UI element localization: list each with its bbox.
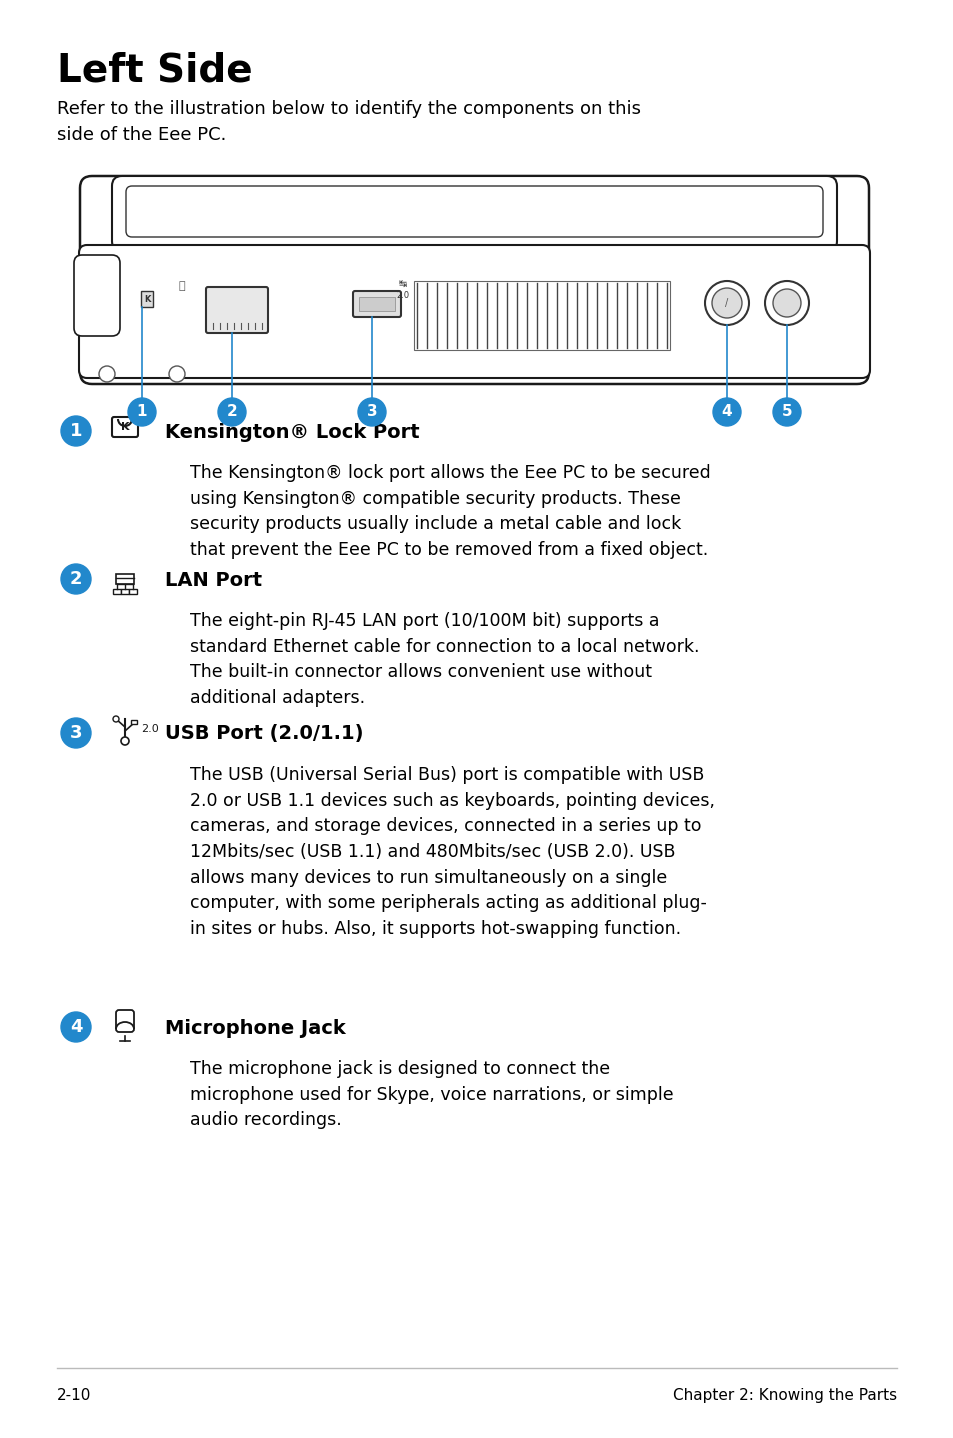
Circle shape [61,718,91,748]
Text: 2: 2 [70,569,82,588]
Circle shape [61,564,91,594]
Bar [116,574,133,584]
Bar [121,590,129,594]
Circle shape [61,1012,91,1043]
Text: LAN Port: LAN Port [165,571,262,590]
Circle shape [112,716,119,722]
Text: Left Side: Left Side [57,52,253,91]
Circle shape [704,280,748,325]
Circle shape [61,416,91,446]
Text: 5: 5 [781,404,792,420]
Circle shape [169,367,185,383]
Text: 3: 3 [70,723,82,742]
Text: 2-10: 2-10 [57,1388,91,1403]
Text: 2: 2 [227,404,237,420]
Text: The Kensington® lock port allows the Eee PC to be secured
using Kensington® comp: The Kensington® lock port allows the Eee… [190,464,710,559]
Text: Refer to the illustration below to identify the components on this
side of the E: Refer to the illustration below to ident… [57,101,640,144]
Text: 品: 品 [178,280,185,290]
Text: Kensington® Lock Port: Kensington® Lock Port [165,423,419,441]
Text: 2.0: 2.0 [396,290,409,299]
Circle shape [711,288,741,318]
Text: /: / [724,298,728,308]
FancyBboxPatch shape [353,290,400,316]
Text: K: K [144,295,150,303]
Text: USB Port (2.0/1.1): USB Port (2.0/1.1) [165,725,363,743]
Circle shape [712,398,740,426]
FancyBboxPatch shape [126,186,822,237]
Bar [112,590,121,594]
Text: Microphone Jack: Microphone Jack [165,1018,345,1037]
FancyBboxPatch shape [79,244,869,378]
Text: The USB (Universal Serial Bus) port is compatible with USB
2.0 or USB 1.1 device: The USB (Universal Serial Bus) port is c… [190,766,714,938]
FancyBboxPatch shape [112,417,138,437]
Circle shape [99,367,115,383]
Circle shape [764,280,808,325]
Text: 4: 4 [70,1018,82,1035]
Text: The eight-pin RJ-45 LAN port (10/100M bit) supports a
standard Ethernet cable fo: The eight-pin RJ-45 LAN port (10/100M bi… [190,613,699,707]
Text: 1: 1 [136,404,147,420]
Circle shape [357,398,386,426]
Bar [358,298,395,311]
FancyBboxPatch shape [74,255,120,336]
Circle shape [128,398,156,426]
Text: Chapter 2: Knowing the Parts: Chapter 2: Knowing the Parts [672,1388,896,1403]
Bar [414,280,669,349]
Text: 2.0: 2.0 [141,723,158,733]
Text: ↹: ↹ [398,280,407,290]
Circle shape [218,398,246,426]
Circle shape [772,398,801,426]
Circle shape [772,289,801,316]
Text: 3: 3 [366,404,377,420]
FancyBboxPatch shape [80,175,868,384]
Text: The microphone jack is designed to connect the
microphone used for Skype, voice : The microphone jack is designed to conne… [190,1060,673,1129]
Text: 4: 4 [720,404,732,420]
Text: 1: 1 [70,421,82,440]
Bar [141,290,152,306]
Bar [131,720,137,723]
Text: K: K [121,421,129,431]
FancyBboxPatch shape [206,288,268,334]
FancyBboxPatch shape [116,1009,133,1032]
Bar [129,590,137,594]
Circle shape [121,738,129,745]
FancyBboxPatch shape [112,175,836,252]
